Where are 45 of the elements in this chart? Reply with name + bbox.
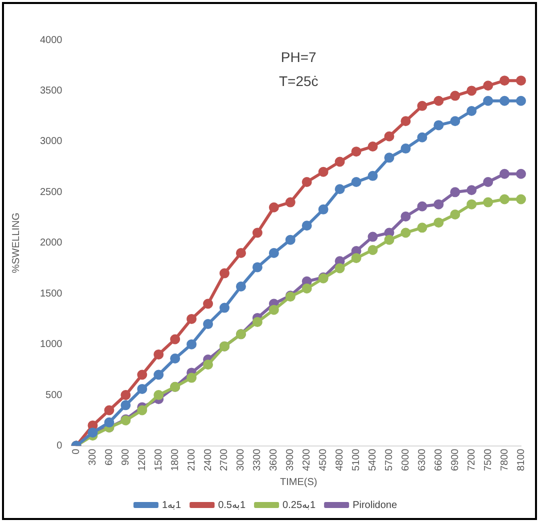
y-tick-label: 4000 (40, 34, 63, 46)
x-tick-label: 6300 (416, 448, 428, 472)
x-tick-label: 4800 (334, 448, 346, 472)
text: T=25ċ (278, 72, 318, 89)
x-tick-label: 6900 (450, 448, 461, 472)
y-tick-label: 3500 (40, 85, 63, 96)
x-tick-label: 8100 (516, 448, 527, 472)
x-tick-label: 3300 (252, 448, 264, 472)
x-tick-label: 1500 (153, 448, 164, 472)
y-tick-label: 0 (56, 440, 63, 452)
x-tick-label: 4200 (302, 448, 313, 472)
x-tick-label: 4500 (318, 448, 330, 472)
legend-label: 0.25به1 (282, 500, 316, 511)
legend-label: 1به1 (162, 500, 182, 511)
x-tick-label: 7800 (499, 448, 510, 472)
x-tick-label: 2400 (202, 448, 214, 472)
x-tick-label: 3900 (285, 448, 296, 472)
x-tick-label: 1200 (136, 448, 148, 472)
legend-label: 0.5به1 (218, 500, 246, 511)
text: PH=7 (280, 48, 317, 65)
y-tick-label: 500 (46, 390, 63, 401)
x-tick-label: 7200 (466, 448, 478, 472)
y-tick-label: 2000 (40, 238, 63, 249)
x-tick-label: 2700 (219, 448, 230, 472)
x-tick-label: 7500 (482, 448, 494, 472)
x-tick-label: 900 (120, 448, 132, 466)
y-axis-title: %SWELLING (10, 212, 22, 274)
x-tick-label: 5700 (384, 448, 395, 472)
x-tick-label: 6000 (400, 448, 412, 472)
y-tick-label: 1500 (40, 288, 63, 300)
y-tick-label: 3000 (40, 136, 63, 148)
x-axis-title: TIME(S) (280, 476, 318, 488)
x-tick-label: 600 (104, 448, 115, 466)
x-tick-label: 0 (70, 448, 82, 454)
legend-label: Pirolidone (352, 500, 398, 511)
x-tick-label: 3600 (268, 448, 280, 472)
x-tick-label: 6600 (433, 448, 444, 472)
x-tick-label: 1800 (170, 448, 181, 472)
x-tick-label: 2100 (186, 448, 198, 472)
x-tick-label: 300 (87, 448, 98, 466)
x-tick-label: 5400 (368, 448, 378, 472)
y-tick-label: 1000 (40, 339, 63, 350)
x-tick-label: 3000 (236, 448, 247, 472)
x-tick-label: 5100 (351, 448, 362, 472)
y-tick-label: 2500 (40, 186, 63, 198)
